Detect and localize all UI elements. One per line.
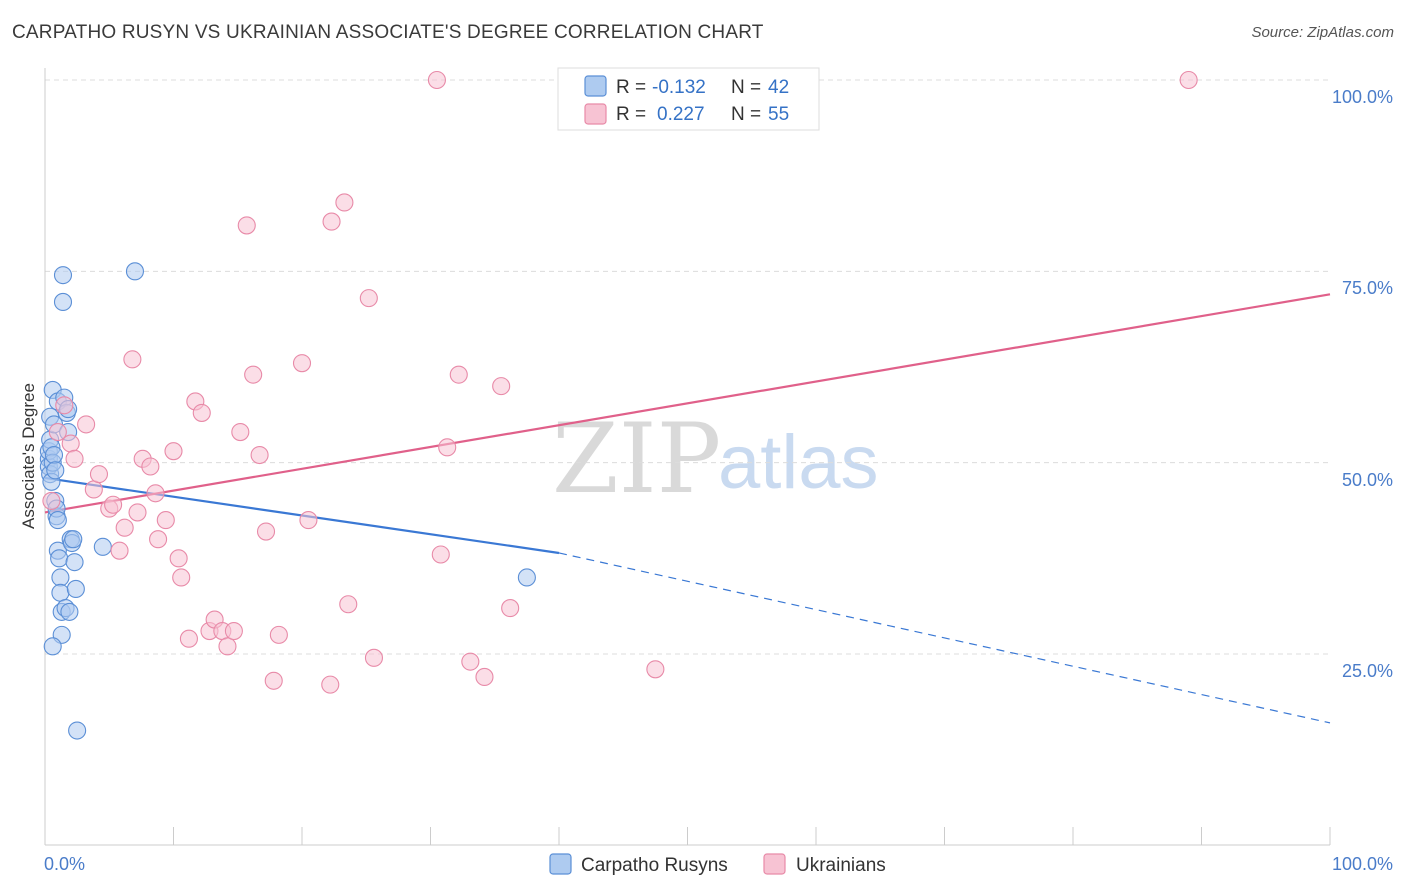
- legend-swatch-blue: [584, 75, 607, 97]
- ukrainian-point-28: [218, 637, 237, 656]
- ukrainian-point-13: [128, 503, 147, 522]
- ukrainian-point-50: [475, 667, 494, 687]
- ukrainian-point-45: [427, 70, 446, 90]
- correlation-legend: R = -0.132 N = 42 R = 0.227 N = 55: [557, 67, 820, 131]
- ukrainian-point-4: [65, 449, 84, 468]
- watermark-atlas: atlas: [718, 420, 879, 505]
- carpatho-point-35: [66, 579, 85, 598]
- ukrainian-point-29: [224, 621, 243, 641]
- carpatho-point-19: [51, 568, 70, 587]
- y-tick-label-25: 25.0%: [1342, 661, 1393, 681]
- ukrainian-point-51: [492, 377, 511, 396]
- axes: [44, 68, 1331, 846]
- ukrainian-point-31: [237, 216, 256, 235]
- ukrainian-point-35: [264, 671, 283, 690]
- ukrainian-point-11: [115, 518, 134, 537]
- ukrainian-point-37: [292, 354, 312, 373]
- carpatho-point-20: [51, 583, 70, 602]
- legend-n-label-1: N =: [731, 77, 761, 98]
- ukrainian-point-15: [141, 457, 160, 476]
- carpatho-point-12: [46, 461, 65, 480]
- carpatho-point-34: [65, 553, 84, 572]
- y-tick-label-75: 75.0%: [1342, 278, 1393, 298]
- ukrainian-point-9: [104, 495, 123, 514]
- ukrainian-point-46: [431, 545, 450, 564]
- watermark-zip: ZIP: [552, 403, 721, 515]
- ukrainian-point-22: [179, 629, 198, 648]
- series-label-ukrainians: Ukrainians: [796, 855, 886, 876]
- ukrainian-point-44: [364, 648, 384, 667]
- ukrainian-point-18: [156, 511, 175, 530]
- legend-n-value-2: 55: [768, 104, 789, 125]
- ukrainian-point-40: [322, 212, 341, 231]
- ukrainian-point-52: [501, 599, 520, 618]
- y-tick-label-100: 100.0%: [1332, 87, 1393, 107]
- ukrainian-point-41: [335, 193, 354, 212]
- carpatho-point-33: [64, 530, 83, 549]
- carpatho-point-30: [60, 602, 79, 621]
- legend-r-label-1: R =: [616, 77, 646, 98]
- ukrainian-point-53: [646, 660, 665, 679]
- series-swatch-carpatho: [549, 853, 572, 875]
- legend-r-value-2: 0.227: [657, 104, 705, 125]
- ukrainian-point-1: [48, 423, 67, 442]
- ukrainian-point-0: [42, 491, 61, 510]
- source-label: Source: ZipAtlas.com: [1251, 24, 1394, 41]
- carpatho-point-18: [50, 549, 69, 568]
- carpatho-point-23: [53, 292, 73, 311]
- ukrainian-point-48: [449, 365, 468, 384]
- x-tick-label-max: 100.0%: [1332, 854, 1393, 874]
- x-tick-label-min: 0.0%: [44, 854, 85, 874]
- ukrainian-trend-line: [44, 293, 1331, 514]
- legend-swatch-pink: [584, 103, 607, 125]
- carpatho-point-39: [517, 568, 536, 587]
- ukrainian-point-3: [61, 434, 80, 453]
- ukrainian-point-19: [164, 442, 183, 461]
- ukrainian-point-24: [192, 403, 211, 422]
- ukrainian-point-2: [55, 396, 74, 415]
- ukrainian-point-43: [359, 289, 378, 308]
- series-label-carpatho: Carpatho Rusyns: [581, 855, 728, 876]
- ukrainian-point-34: [256, 522, 276, 541]
- data-points: [39, 70, 1198, 740]
- carpatho-point-10: [44, 445, 64, 465]
- ukrainian-point-21: [172, 568, 191, 587]
- ukrainian-point-12: [123, 350, 142, 369]
- series-swatch-ukrainians: [763, 853, 786, 875]
- series-legend: Carpatho Rusyns Ukrainians: [549, 853, 886, 876]
- carpatho-point-36: [68, 721, 87, 740]
- carpatho-point-37: [93, 537, 112, 556]
- y-axis-title: Associate's Degree: [19, 383, 38, 529]
- ukrainian-point-10: [110, 541, 129, 560]
- ukrainian-point-47: [438, 438, 457, 457]
- carpatho-point-24: [53, 266, 73, 285]
- ukrainian-point-16: [146, 484, 165, 503]
- legend-n-value-1: 42: [768, 77, 789, 98]
- ukrainian-point-30: [231, 423, 250, 442]
- ukrainian-point-33: [250, 445, 269, 465]
- chart-title: CARPATHO RUSYN VS UKRAINIAN ASSOCIATE'S …: [12, 22, 764, 43]
- legend-n-label-2: N =: [731, 104, 761, 125]
- y-tick-label-50: 50.0%: [1342, 470, 1393, 490]
- carpatho-trend-extension: [558, 552, 1331, 724]
- ukrainian-point-39: [321, 675, 340, 694]
- legend-r-label-2: R =: [616, 104, 646, 125]
- ukrainian-point-6: [84, 480, 103, 499]
- ukrainian-point-5: [77, 415, 96, 434]
- carpatho-point-38: [125, 262, 144, 281]
- ukrainian-point-38: [299, 511, 318, 530]
- ukrainian-point-42: [339, 595, 358, 614]
- ukrainian-point-54: [1179, 70, 1198, 90]
- ukrainian-point-49: [461, 652, 480, 671]
- ukrainian-point-36: [269, 625, 288, 644]
- ukrainian-point-20: [169, 549, 188, 568]
- carpatho-point-41: [48, 511, 67, 530]
- ukrainian-point-17: [149, 530, 168, 549]
- gridlines: [45, 79, 1330, 655]
- ukrainian-point-7: [89, 465, 109, 484]
- ukrainian-point-32: [244, 365, 263, 384]
- legend-r-value-1: -0.132: [652, 77, 706, 98]
- carpatho-point-40: [43, 637, 62, 656]
